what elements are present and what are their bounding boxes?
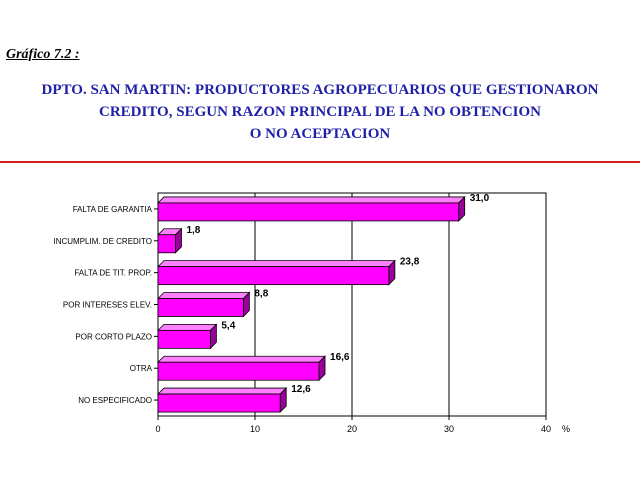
bar-otra: [157, 361, 320, 381]
x-tick-label-20: 20: [347, 424, 357, 434]
chart-title-line-3: O NO ACEPTACION: [249, 126, 391, 142]
bar-por-corto-plazo: [157, 329, 211, 349]
category-label-por-corto-plazo: POR CORTO PLAZO: [75, 332, 152, 341]
x-tick-label-30: 30: [444, 424, 454, 434]
category-label-por-intereses-elev: POR INTERESES ELEV.: [63, 301, 152, 310]
value-label-incumplim-de-credito: 1,8: [186, 225, 200, 236]
bar-incumplim-de-credito: [157, 234, 176, 254]
bar-falta-de-garantia: [157, 202, 460, 222]
bar-top-falta-de-garantia: [157, 196, 466, 204]
x-tick-label-10: 10: [250, 424, 260, 434]
bar-por-intereses-elev: [157, 298, 244, 317]
value-label-por-intereses-elev: 8,8: [254, 289, 268, 300]
figure-label: Gráfico 7.2 :: [6, 47, 80, 62]
bar-no-especificado: [157, 393, 281, 413]
x-unit-label: %: [562, 424, 570, 434]
category-label-falta-de-tit-prop: FALTA DE TIT. PROP.: [74, 269, 152, 278]
bar-top-no-especificado: [157, 387, 288, 395]
category-label-otra: OTRA: [130, 364, 153, 373]
value-label-no-especificado: 12,6: [291, 384, 311, 395]
chart-title-line-2: CREDITO, SEGUN RAZON PRINCIPAL DE LA NO …: [98, 104, 542, 120]
value-label-por-corto-plazo: 5,4: [221, 320, 235, 331]
bar-falta-de-tit-prop: [157, 266, 390, 286]
bar-top-por-intereses-elev: [157, 292, 251, 299]
value-label-otra: 16,6: [330, 352, 350, 363]
x-tick-label-0: 0: [155, 424, 160, 434]
category-label-incumplim-de-credito: INCUMPLIM. DE CREDITO: [53, 237, 152, 246]
bar-top-falta-de-tit-prop: [157, 260, 396, 268]
value-label-falta-de-garantia: 31,0: [470, 193, 490, 204]
x-tick-label-40: 40: [541, 424, 551, 434]
category-label-no-especificado: NO ESPECIFICADO: [78, 396, 152, 405]
header-divider: [0, 161, 640, 163]
value-label-falta-de-tit-prop: 23,8: [400, 257, 420, 268]
chart-title-line-1: DPTO. SAN MARTIN: PRODUCTORES AGROPECUAR…: [41, 82, 599, 98]
category-label-falta-de-garantia: FALTA DE GARANTIA: [73, 205, 153, 214]
bar-top-otra: [157, 355, 326, 363]
bar-top-por-corto-plazo: [157, 323, 218, 331]
